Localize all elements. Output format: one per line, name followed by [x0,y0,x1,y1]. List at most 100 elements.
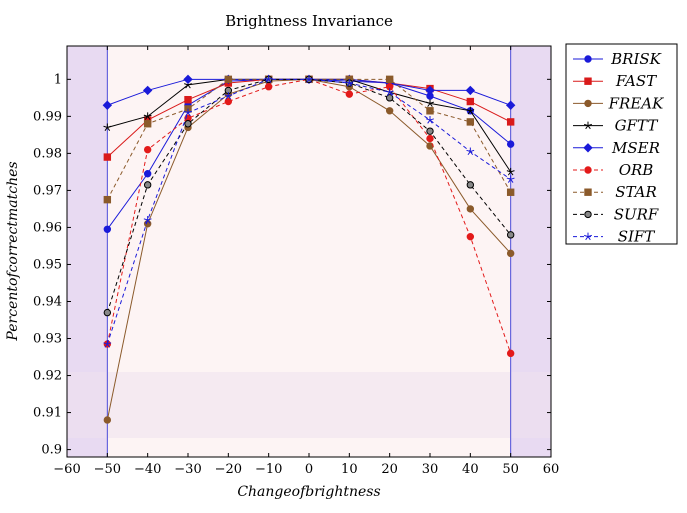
plot-background [67,46,551,457]
data-point [103,225,112,233]
data-point [103,308,112,317]
data-point [385,75,394,84]
x-axis-label: Changeofbrightness [237,484,380,500]
data-point [103,195,112,204]
legend-item-mser: MSER [573,139,660,157]
y-tick-label: 0.92 [33,369,62,384]
data-point [264,75,273,83]
data-point [426,99,434,107]
legend-marker [584,99,592,108]
y-tick-label: 1 [54,72,62,87]
data-point [466,205,475,213]
data-point [426,116,434,124]
data-point [143,170,152,178]
data-point [184,108,192,117]
data-point [103,123,112,131]
series-sift [103,75,515,348]
data-point [505,100,516,110]
y-tick-label: 0.97 [33,183,62,198]
legend-label: FAST [615,72,657,90]
data-point [183,74,193,85]
x-tick-label: −30 [174,462,201,477]
legend-label: BRISK [610,50,662,68]
data-point [506,249,515,258]
legend-item-surf: SURF [573,205,659,223]
x-tick-label: 0 [305,462,313,477]
data-point [224,97,233,106]
y-tick-label: 0.9 [41,443,62,458]
legend-item-sift: SIFT [573,228,655,246]
x-tick-label: 10 [341,462,358,477]
x-tick-label: −20 [215,462,242,477]
legend-item-fast: FAST [573,72,657,90]
y-axis-label: Percentofcorrectmatches [5,161,21,341]
legend-item-orb: ORB [573,161,653,179]
x-tick-label: 20 [381,462,398,477]
legend-marker [583,143,593,153]
legend-marker [584,77,592,85]
data-point [143,216,152,224]
series-layer [102,74,516,424]
y-tick-label: 0.99 [33,109,62,124]
y-tick-label: 0.94 [33,294,62,309]
legend-label: SURF [614,205,659,223]
x-tick-label: 30 [422,462,439,477]
legend-marker [584,55,592,63]
legend-item-star: STAR [573,183,657,201]
legend-label: FREAK [608,94,664,112]
data-point [102,100,113,110]
legend-item-gftt: GFTT [573,117,658,135]
y-tick-label: 0.98 [33,146,62,161]
data-point [385,107,394,115]
y-tick-label: 0.93 [33,332,62,347]
legend-marker [584,210,592,219]
y-tick-label: 0.91 [33,406,62,421]
data-point [466,118,475,126]
data-point [224,75,233,84]
x-tick-label: 40 [462,462,479,477]
legend-marker [584,121,592,130]
data-point [143,145,152,154]
data-point [466,147,475,156]
data-point [103,340,112,348]
data-point [385,94,394,102]
data-point [184,120,192,128]
data-point [142,85,153,96]
data-point [426,107,434,115]
data-point [466,106,475,115]
data-point [506,231,515,239]
data-point [506,167,515,176]
chart-title: Brightness Invariance [225,12,393,30]
data-point [103,416,112,424]
data-point [506,188,515,196]
data-point [466,181,475,189]
data-point [143,181,152,189]
legend-box [565,43,678,245]
data-point [506,175,515,183]
data-point [385,88,394,96]
data-point [103,153,112,161]
legend-label: SIFT [618,228,656,246]
data-point [426,127,434,135]
y-tick-label: 0.95 [33,257,62,272]
data-point [224,91,233,100]
data-point [425,85,435,96]
lower-band [67,372,551,438]
data-point [466,232,475,241]
data-point [264,83,273,91]
data-point [506,118,515,126]
data-point [506,349,515,358]
data-point [466,97,475,106]
legend-label: STAR [615,183,657,201]
x-tick-label: −10 [255,462,282,477]
legend-item-brisk: BRISK [573,50,662,68]
data-point [143,112,152,120]
legend-marker [584,232,592,241]
data-point [184,95,192,104]
data-point [345,79,354,87]
x-tick-label: 60 [543,462,560,477]
legend-label: MSER [611,139,660,157]
data-point [345,90,354,98]
legend-item-freak: FREAK [573,94,664,112]
